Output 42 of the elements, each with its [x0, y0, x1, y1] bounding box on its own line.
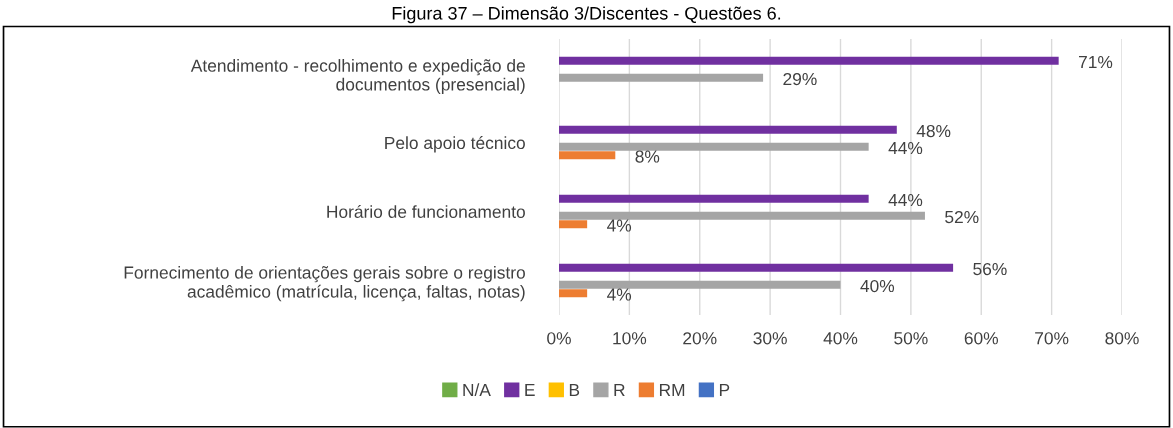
bar [559, 263, 954, 272]
x-tick-label: 50% [894, 332, 928, 345]
y-tick-label: Atendimento - recolhimento e expedição de documentos (presencial) [190, 59, 525, 95]
data-label: 40% [860, 279, 895, 293]
data-label: 52% [945, 210, 979, 224]
data-label: 4% [606, 288, 632, 301]
legend-label: N/A [463, 383, 491, 397]
x-tick-label: 80% [1105, 332, 1139, 345]
y-tick-label: Pelo apoio técnico [385, 136, 525, 153]
legend-label: R [614, 383, 625, 396]
chart-title: Figura 37 – Dimensão 3/Discentes - Questões 6. [392, 6, 781, 24]
x-tick-label: 30% [753, 332, 787, 345]
legend-label: B [569, 383, 580, 396]
bar [559, 125, 897, 134]
bar [559, 211, 925, 220]
bar [559, 220, 588, 229]
bar [559, 73, 764, 82]
x-tick-label: 20% [683, 332, 717, 345]
x-tick-label: 60% [964, 332, 999, 345]
y-tick-label: Fornecimento de orientações gerais sobre o registro acadêmico (matrícula, licença, faltas, notas) [124, 265, 525, 302]
bar [559, 151, 616, 160]
bar [559, 289, 588, 298]
legend-label: P [719, 383, 730, 396]
x-tick-label: 10% [613, 332, 647, 345]
data-label: 29% [783, 72, 817, 86]
y-tick-label: Horário de funcionamento [327, 205, 525, 218]
data-label: 44% [888, 193, 923, 207]
data-label: 48% [916, 124, 951, 138]
bar [559, 280, 841, 289]
x-tick-label: 70% [1035, 332, 1069, 345]
legend-label: RM [659, 383, 685, 396]
data-label: 44% [888, 141, 923, 155]
bar [559, 142, 869, 151]
data-label: 8% [635, 150, 660, 163]
data-label: 71% [1079, 55, 1113, 69]
bar [559, 194, 869, 203]
data-label: 4% [606, 219, 632, 232]
x-tick-label: 0% [547, 332, 571, 345]
bar [559, 56, 1059, 65]
legend-label: E [525, 383, 535, 396]
x-tick-label: 40% [823, 332, 858, 345]
data-label: 56% [973, 262, 1007, 276]
